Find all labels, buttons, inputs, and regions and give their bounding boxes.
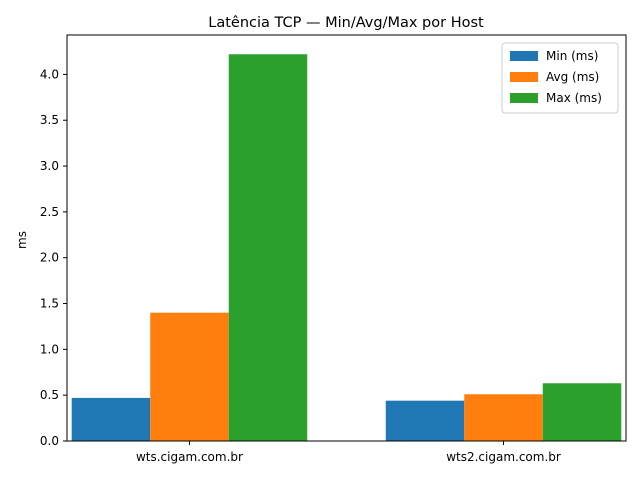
bar-0-1 [385, 400, 465, 441]
legend: Min (ms) Avg (ms) Max (ms) [501, 42, 619, 114]
bar-0-0 [71, 397, 151, 441]
legend-label: Min (ms) [546, 49, 598, 63]
y-tick-label: 3.5 [40, 113, 59, 127]
bar-1-1 [464, 394, 543, 441]
y-tick-label: 0.5 [40, 388, 59, 402]
y-tick-label: 0.0 [40, 434, 59, 448]
legend-label: Avg (ms) [546, 70, 599, 84]
legend-swatch [510, 51, 538, 61]
y-tick-label: 3.0 [40, 159, 59, 173]
y-tick-label: 1.5 [40, 297, 59, 311]
axes-group: 0.0 0.5 1.0 1.5 2.0 2.5 3.0 3.5 4.0 wts.cigam.com… [40, 34, 627, 464]
legend-label: Max (ms) [546, 91, 602, 105]
chart-title: Latência TCP — Min/Avg/Max por Host [208, 15, 484, 31]
legend-swatch [510, 93, 538, 103]
x-tick-label: wts.cigam.com.br [136, 450, 243, 464]
bar-2-1 [542, 383, 622, 441]
y-axis-label: ms [15, 231, 29, 249]
plot-frame [66, 34, 627, 442]
bar-2-0 [228, 54, 308, 442]
legend-swatch [510, 72, 538, 82]
y-tick-label: 2.5 [40, 205, 59, 219]
x-tick-label: wts2.cigam.com.br [446, 450, 561, 464]
y-tick-label: 1.0 [40, 342, 59, 356]
bar-1-0 [150, 312, 229, 441]
y-tick-label: 4.0 [40, 67, 59, 81]
y-tick-label: 2.0 [40, 251, 59, 265]
bars-group [71, 54, 622, 442]
